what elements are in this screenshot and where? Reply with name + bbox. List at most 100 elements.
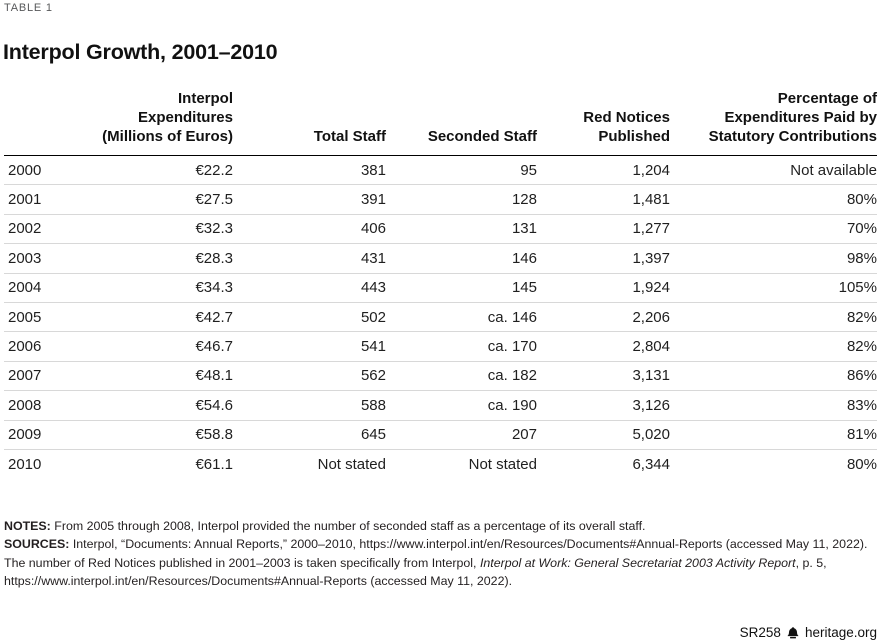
value-cell: 128: [386, 184, 537, 215]
value-cell: €22.2: [195, 161, 233, 179]
table-row: 2003 €28.3 431 146 1,397 98%: [4, 243, 877, 274]
site-name: heritage.org: [804, 625, 877, 640]
sources-text-1: Interpol, “Documents: Annual Reports,” 2…: [4, 537, 868, 570]
report-id: SR258: [739, 625, 781, 640]
value-cell: 1,397: [537, 243, 670, 274]
value-cell: 443: [233, 272, 386, 303]
table-row: 2010 €61.1 Not stated Not stated 6,344 80%: [4, 448, 877, 479]
year-cell: 2009: [4, 419, 90, 450]
liberty-bell-icon: [786, 626, 800, 640]
value-cell: 391: [233, 184, 386, 215]
year-cell: 2007: [4, 360, 90, 391]
table-header: Interpol Expenditures (Millions of Euros…: [4, 88, 877, 156]
year-cell: 2002: [4, 213, 90, 244]
table-body: 2000 €22.2 381 95 1,204 Not available 2001 €27.…: [4, 156, 877, 479]
value-cell: 81%: [670, 419, 877, 450]
interpol-growth-table: Interpol Expenditures (Millions of Euros…: [4, 88, 877, 479]
value-cell: 541: [233, 331, 386, 362]
table-row: 2000 €22.2 381 95 1,204 Not available: [4, 156, 877, 185]
notes-sources-block: NOTES: From 2005 through 2008, Interpol …: [4, 517, 877, 591]
value-cell: 146: [386, 243, 537, 274]
notes-line: NOTES: From 2005 through 2008, Interpol …: [4, 517, 877, 535]
value-cell: €54.6: [90, 390, 233, 421]
value-cell: €46.7: [90, 331, 233, 362]
value-cell: Not stated: [233, 448, 386, 479]
year-cell: 2008: [4, 390, 90, 421]
value-cell: 2,206: [537, 301, 670, 332]
value-cell: 406: [233, 213, 386, 244]
sources-label: SOURCES:: [4, 537, 70, 552]
value-cell: €32.3: [90, 213, 233, 244]
value-cell: €48.1: [90, 360, 233, 391]
table-row: 2002 €32.3 406 131 1,277 70%: [4, 213, 877, 244]
notes-text: From 2005 through 2008, Interpol provide…: [50, 519, 646, 533]
value-cell: 70%: [670, 213, 877, 244]
value-cell: 3,131: [537, 360, 670, 391]
value-cell: 207: [386, 419, 537, 450]
value-cell: 1,924: [537, 272, 670, 303]
value-cell: ca. 146: [386, 301, 537, 332]
value-cell: 502: [233, 301, 386, 332]
table-row: 2009 €58.8 645 207 5,020 81%: [4, 419, 877, 450]
value-cell: 80%: [670, 184, 877, 215]
value-cell: Not available: [790, 161, 877, 179]
table-row: 2004 €34.3 443 145 1,924 105%: [4, 272, 877, 303]
value-cell: €28.3: [90, 243, 233, 274]
year-cell: 2000: [8, 161, 42, 179]
value-cell: 645: [233, 419, 386, 450]
value-cell: 2,804: [537, 331, 670, 362]
value-cell: 86%: [670, 360, 877, 391]
value-cell: ca. 170: [386, 331, 537, 362]
year-cell: 2006: [4, 331, 90, 362]
value-cell: 5,020: [537, 419, 670, 450]
value-cell: 6,344: [537, 448, 670, 479]
value-cell: 1,481: [537, 184, 670, 215]
report-footer: SR258 heritage.org: [740, 625, 877, 640]
table-header-row: Interpol Expenditures (Millions of Euros…: [4, 88, 877, 156]
column-header-percentage: Percentage of Expenditures Paid by Statu…: [670, 88, 877, 156]
year-cell: 2004: [4, 272, 90, 303]
value-cell: 131: [386, 213, 537, 244]
value-cell: 105%: [670, 272, 877, 303]
value-cell: €58.8: [90, 419, 233, 450]
table-row: 2007 €48.1 562 ca. 182 3,131 86%: [4, 360, 877, 391]
value-cell: 145: [386, 272, 537, 303]
value-cell: ca. 182: [386, 360, 537, 391]
value-cell: €34.3: [90, 272, 233, 303]
year-cell: 2003: [4, 243, 90, 274]
table-number-eyebrow: TABLE 1: [4, 2, 53, 14]
value-cell: €61.1: [90, 448, 233, 479]
year-cell: 2001: [4, 184, 90, 215]
column-header-expenditures: Interpol Expenditures (Millions of Euros…: [90, 88, 233, 156]
column-header-year: [4, 88, 90, 156]
value-cell: 80%: [670, 448, 877, 479]
value-cell: €42.7: [90, 301, 233, 332]
notes-label: NOTES:: [4, 519, 51, 533]
value-cell: 98%: [670, 243, 877, 274]
value-cell: 588: [233, 390, 386, 421]
value-cell: 3,126: [537, 390, 670, 421]
value-cell: €27.5: [90, 184, 233, 215]
table-row: 2001 €27.5 391 128 1,481 80%: [4, 184, 877, 215]
sources-italic-title: Interpol at Work: General Secretariat 20…: [479, 555, 796, 570]
column-header-total-staff: Total Staff: [233, 88, 386, 156]
page-title: Interpol Growth, 2001–2010: [3, 40, 278, 65]
column-header-red-notices: Red Notices Published: [537, 88, 670, 156]
value-cell: 82%: [670, 301, 877, 332]
table-row: 2005 €42.7 502 ca. 146 2,206 82%: [4, 301, 877, 332]
table-row: 2008 €54.6 588 ca. 190 3,126 83%: [4, 390, 877, 421]
value-cell: 431: [233, 243, 386, 274]
year-cell: 2005: [4, 301, 90, 332]
value-cell: 562: [233, 360, 386, 391]
year-cell: 2010: [4, 448, 90, 479]
column-header-seconded-staff: Seconded Staff: [386, 88, 537, 156]
value-cell: Not stated: [386, 448, 537, 479]
value-cell: ca. 190: [386, 390, 537, 421]
value-cell: 95: [520, 161, 537, 179]
sources-text-2: , p. 5, https://www.interpol.int/en/Reso…: [4, 555, 827, 589]
value-cell: 1,277: [537, 213, 670, 244]
value-cell: 83%: [670, 390, 877, 421]
table-row: 2006 €46.7 541 ca. 170 2,804 82%: [4, 331, 877, 362]
sources-line: SOURCES: Interpol, “Documents: Annual Re…: [4, 535, 877, 590]
value-cell: 82%: [670, 331, 877, 362]
